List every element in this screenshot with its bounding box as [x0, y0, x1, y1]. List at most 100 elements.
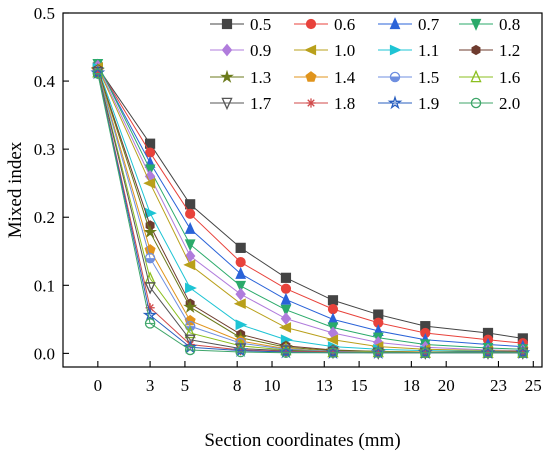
series-1.9: [90, 65, 531, 360]
legend-label-0.8: 0.8: [499, 15, 520, 34]
legend-item-1.8: 1.8: [294, 94, 355, 113]
legend-marker-0.6: [305, 18, 317, 30]
series-1.4: [92, 65, 529, 358]
legend-item-0.5: 0.5: [210, 15, 271, 34]
data-point-2.0-4: [280, 347, 292, 358]
legend-marker-2.0: [470, 97, 482, 109]
legend-item-1.9: 1.9: [378, 94, 439, 113]
legend-label-1.7: 1.7: [250, 94, 272, 113]
series-line-1.6: [97, 72, 523, 354]
series-0.6: [92, 61, 528, 349]
data-point-0.6-4: [280, 283, 292, 294]
x-tick-label-8: 20: [438, 376, 455, 395]
x-tick-label-7: 18: [403, 376, 420, 395]
legend-marker-1.4: [305, 71, 317, 82]
data-point-1.9-1: [142, 307, 158, 322]
series-line-0.8: [97, 63, 523, 350]
data-point-2.0-7: [420, 347, 431, 358]
legend-marker-1.8: [306, 98, 316, 108]
data-point-1.0-4: [279, 322, 292, 333]
y-tick-label-5: 0.5: [34, 4, 55, 23]
series-line-0.6: [97, 66, 523, 344]
series-1.6: [92, 65, 529, 358]
series-line-1.7: [97, 72, 523, 354]
series-1.5: [92, 66, 529, 358]
x-tick-label-10: 25: [525, 376, 542, 395]
data-point-2.0-1: [144, 318, 156, 329]
data-point-0.9-4: [280, 312, 292, 326]
legend-label-0.9: 0.9: [250, 41, 271, 60]
legend: 0.5 0.6 0.7 0.8 0.9 1.0 1.1 1.2 1.3 1.4 1.5 1.6 1.7 1…: [210, 15, 520, 113]
data-point-1.6-2: [184, 325, 196, 339]
legend-item-1.6: 1.6: [459, 68, 520, 87]
legend-label-0.5: 0.5: [250, 15, 271, 34]
series-1.0: [91, 62, 528, 357]
legend-item-0.6: 0.6: [294, 15, 355, 34]
legend-item-1.2: 1.2: [459, 41, 520, 60]
data-point-2.0-0: [92, 68, 104, 79]
data-point-0.5-2: [185, 199, 196, 210]
legend-marker-0.8: [470, 18, 482, 31]
x-tick-label-2: 5: [181, 376, 190, 395]
y-tick-label-1: 0.1: [34, 276, 55, 295]
data-point-0.6-5: [327, 304, 339, 315]
data-point-1.3-2: [183, 299, 198, 313]
legend-marker-0.7: [389, 17, 401, 30]
y-axis-title: Mixed index: [5, 141, 26, 238]
legend-marker-0.9: [221, 43, 233, 57]
legend-item-0.9: 0.9: [210, 41, 271, 60]
data-point-0.7-2: [184, 221, 196, 234]
data-point-2.0-6: [373, 347, 384, 358]
x-tick-label-3: 8: [233, 376, 242, 395]
data-point-2.0-8: [482, 347, 494, 358]
data-point-1.3-1: [143, 224, 158, 239]
data-point-0.8-2: [184, 239, 196, 252]
data-point-1.5-1: [144, 252, 156, 264]
legend-marker-1.7: [221, 97, 233, 111]
data-point-1.9-2: [182, 339, 198, 354]
series-line-1.4: [97, 70, 523, 354]
data-point-1.0-3: [233, 298, 246, 310]
series-line-1.9: [97, 72, 523, 354]
data-point-1.1-2: [185, 282, 197, 294]
legend-label-1.0: 1.0: [334, 41, 355, 60]
x-tick-label-6: 15: [351, 376, 368, 395]
data-point-2.0-5: [327, 347, 339, 358]
data-point-0.6-3: [235, 257, 246, 268]
series-1.3: [90, 62, 530, 359]
x-tick-label-4: 10: [264, 376, 281, 395]
legend-label-1.9: 1.9: [418, 94, 439, 113]
y-tick-label-3: 0.3: [34, 140, 55, 159]
legend-label-0.7: 0.7: [418, 15, 440, 34]
legend-item-0.8: 0.8: [459, 15, 520, 34]
series-line-0.9: [97, 65, 523, 352]
legend-item-2.0: 2.0: [459, 94, 520, 113]
y-tick-label-0: 0.0: [34, 344, 55, 363]
legend-marker-0.5: [221, 18, 233, 30]
data-point-0.8-3: [235, 280, 247, 293]
legend-item-1.0: 1.0: [294, 41, 355, 60]
data-point-1.7-1: [144, 282, 156, 295]
axes-layer: 0 3 5 8 10 13 15 18 20 23 25 0.0 0.1 0.2 0.3 0.4 0.5: [34, 4, 543, 395]
legend-label-1.3: 1.3: [250, 68, 271, 87]
data-point-0.7-4: [280, 292, 292, 305]
data-point-2.0-2: [184, 344, 196, 356]
legend-item-1.4: 1.4: [294, 68, 356, 87]
data-point-0.9-2: [184, 249, 196, 263]
series-0.5: [92, 62, 528, 344]
x-axis-title: Section coordinates (mm): [204, 430, 400, 451]
series-line-0.7: [97, 65, 523, 348]
series-line-2.0: [97, 73, 523, 354]
series-line-1.1: [97, 67, 523, 353]
legend-label-1.1: 1.1: [418, 41, 439, 60]
legend-marker-1.0: [304, 44, 317, 56]
data-point-2.0-3: [235, 346, 246, 358]
data-point-0.5-4: [280, 272, 292, 283]
legend-label-1.6: 1.6: [499, 68, 520, 87]
series-2.0: [92, 68, 529, 358]
series-line-0.5: [97, 67, 523, 339]
legend-marker-1.9: [387, 95, 403, 110]
legend-item-0.7: 0.7: [378, 15, 440, 34]
